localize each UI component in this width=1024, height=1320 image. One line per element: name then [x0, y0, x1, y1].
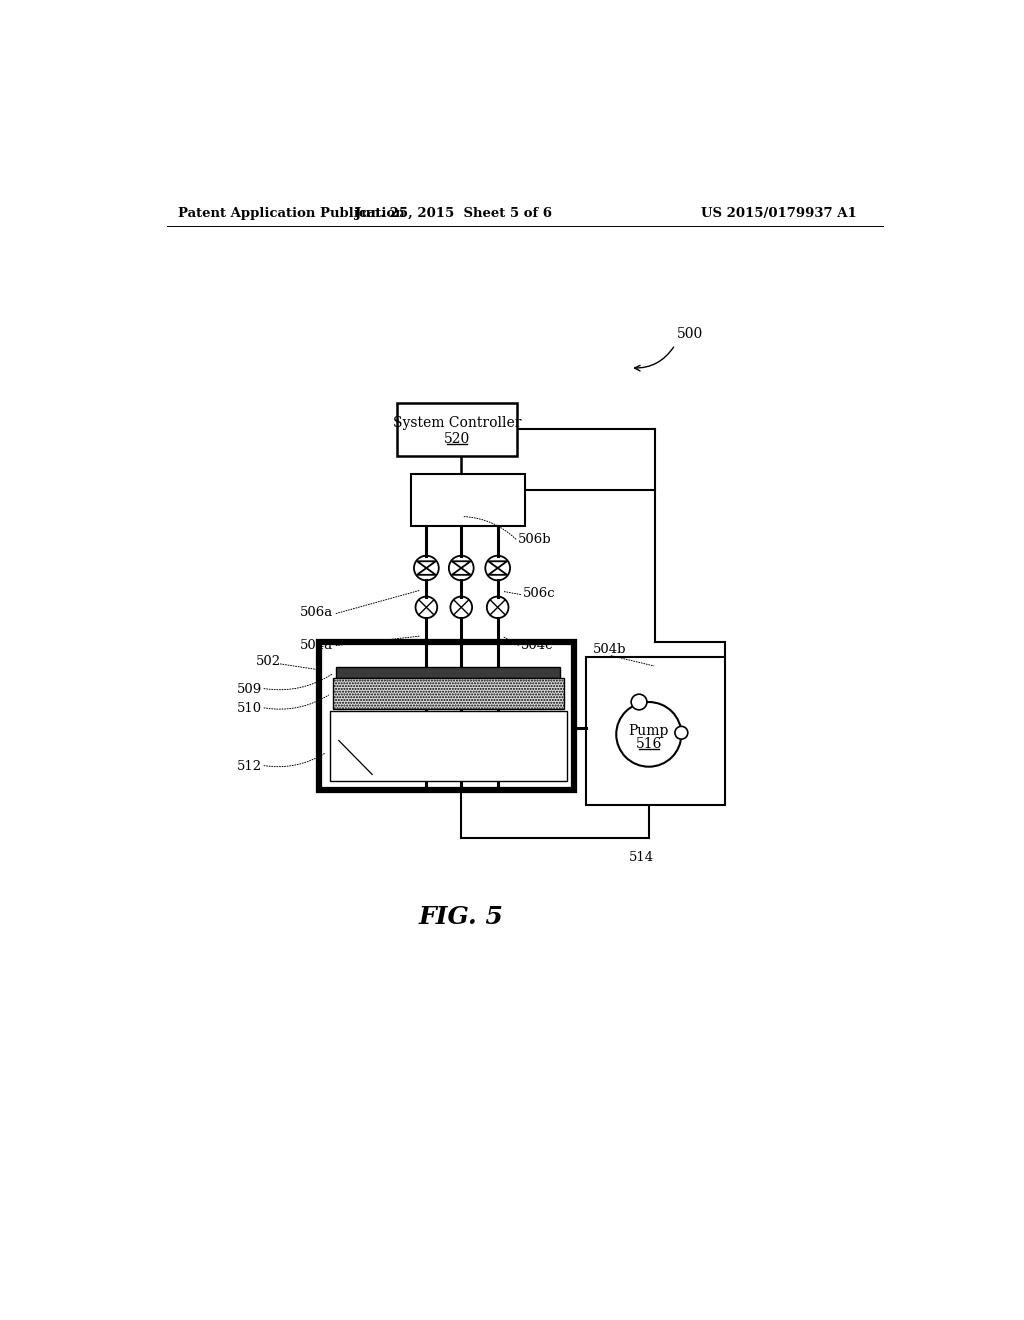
- Text: 512: 512: [237, 760, 261, 774]
- Text: 506b: 506b: [518, 533, 552, 546]
- Circle shape: [675, 726, 688, 739]
- Bar: [336, 667, 560, 678]
- Circle shape: [616, 702, 681, 767]
- Text: Jun. 25, 2015  Sheet 5 of 6: Jun. 25, 2015 Sheet 5 of 6: [355, 207, 552, 220]
- Text: System Controller: System Controller: [393, 416, 521, 430]
- Bar: [333, 678, 563, 709]
- Circle shape: [631, 694, 647, 710]
- Bar: [586, 657, 725, 805]
- Text: FIG. 5: FIG. 5: [419, 904, 504, 929]
- Text: Patent Application Publication: Patent Application Publication: [178, 207, 406, 220]
- Text: 504b: 504b: [593, 643, 627, 656]
- Bar: [330, 711, 566, 780]
- Text: 516: 516: [636, 737, 662, 751]
- Text: 509: 509: [237, 684, 262, 696]
- Bar: [411, 474, 524, 527]
- Bar: [397, 404, 517, 455]
- Text: 504a: 504a: [300, 639, 333, 652]
- Text: 506a: 506a: [300, 606, 333, 619]
- Text: 500: 500: [677, 327, 702, 341]
- Text: 520: 520: [443, 432, 470, 446]
- Text: 514: 514: [629, 851, 653, 865]
- Text: 502: 502: [256, 656, 281, 668]
- Bar: [319, 642, 573, 789]
- Text: Pump: Pump: [629, 723, 669, 738]
- Text: 506c: 506c: [523, 587, 556, 601]
- Text: 510: 510: [237, 702, 261, 715]
- Text: US 2015/0179937 A1: US 2015/0179937 A1: [701, 207, 857, 220]
- Text: 504c: 504c: [521, 639, 553, 652]
